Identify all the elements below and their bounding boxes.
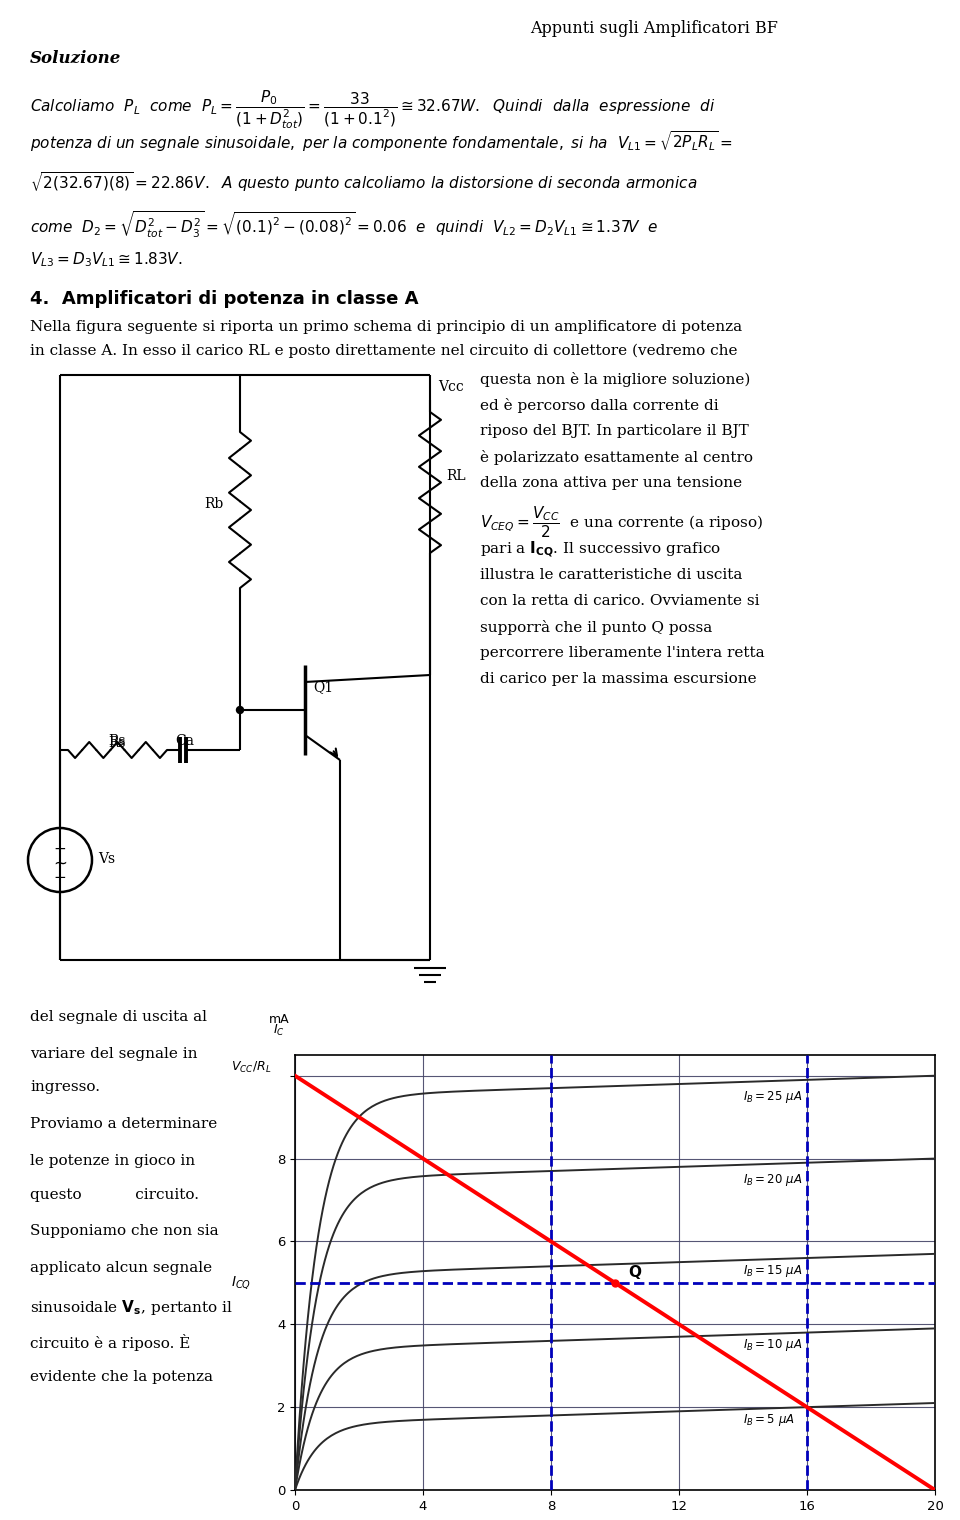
Text: questo           circuito.: questo circuito. (30, 1189, 199, 1202)
Text: variare del segnale in: variare del segnale in (30, 1047, 198, 1061)
Circle shape (236, 707, 244, 713)
Text: della zona attiva per una tensione: della zona attiva per una tensione (480, 476, 742, 489)
Text: le potenze in gioco in: le potenze in gioco in (30, 1154, 195, 1167)
Text: $V_{CEQ} = \dfrac{V_{CC}}{2}\ $ e una corrente (a riposo): $V_{CEQ} = \dfrac{V_{CC}}{2}\ $ e una co… (480, 505, 763, 541)
Text: è polarizzato esattamente al centro: è polarizzato esattamente al centro (480, 450, 753, 465)
Text: riposo del BJT. In particolare il BJT: riposo del BJT. In particolare il BJT (480, 424, 749, 438)
Text: Appunti sugli Amplificatori BF: Appunti sugli Amplificatori BF (530, 20, 778, 36)
Text: $I_B = 25\ \mu A$: $I_B = 25\ \mu A$ (743, 1088, 803, 1105)
Text: $I_B = 10\ \mu A$: $I_B = 10\ \mu A$ (743, 1338, 803, 1353)
Text: $\it{Calcoliamo\ \ P_L\ \ come}\ \ P_L = \dfrac{P_0}{(1+D_{tot}^2)} = \dfrac{33}: $\it{Calcoliamo\ \ P_L\ \ come}\ \ P_L =… (30, 88, 715, 131)
Text: percorrere liberamente l'intera retta: percorrere liberamente l'intera retta (480, 646, 764, 660)
Text: 4.  Amplificatori di potenza in classe A: 4. Amplificatori di potenza in classe A (30, 290, 419, 309)
Text: Rs: Rs (108, 736, 127, 749)
Text: ed è percorso dalla corrente di: ed è percorso dalla corrente di (480, 398, 719, 413)
Text: Proviamo a determinare: Proviamo a determinare (30, 1117, 217, 1131)
Text: $I_B = 5\ \mu A$: $I_B = 5\ \mu A$ (743, 1412, 795, 1427)
Text: ingresso.: ingresso. (30, 1081, 100, 1094)
Text: supporrà che il punto Q possa: supporrà che il punto Q possa (480, 620, 712, 635)
Text: Rb: Rb (204, 497, 224, 511)
Text: Vcc: Vcc (438, 380, 464, 394)
Text: del segnale di uscita al: del segnale di uscita al (30, 1009, 207, 1024)
Text: Nella figura seguente si riporta un primo schema di principio di un amplificator: Nella figura seguente si riporta un prim… (30, 321, 742, 334)
Text: con la retta di carico. Ovviamente si: con la retta di carico. Ovviamente si (480, 594, 759, 608)
Text: $\sqrt{2(32.67)(8)} = 22.86V.\ \ \it{A\ questo\ punto\ calcoliamo\ la\ distorsio: $\sqrt{2(32.67)(8)} = 22.86V.\ \ \it{A\ … (30, 170, 698, 195)
Text: Ca: Ca (176, 734, 195, 748)
Text: pari a $\mathbf{I_{CQ}}$. Il successivo grafico: pari a $\mathbf{I_{CQ}}$. Il successivo … (480, 540, 721, 561)
Text: Q1: Q1 (313, 679, 333, 695)
Text: $\it{potenza\ di\ un\ segnale\ sinusoidale,\ per\ la\ componente\ fondamentale,\: $\it{potenza\ di\ un\ segnale\ sinusoida… (30, 131, 732, 154)
Text: −: − (54, 871, 66, 886)
Text: $V_{L3} = D_3V_{L1} \cong 1.83V.$: $V_{L3} = D_3V_{L1} \cong 1.83V.$ (30, 249, 182, 269)
Text: Soluzione: Soluzione (30, 50, 121, 67)
Text: Supponiamo che non sia: Supponiamo che non sia (30, 1224, 219, 1237)
Text: $\it{come}\ \ D_2 = \sqrt{D_{tot}^2 - D_3^2} = \sqrt{(0.1)^2 - (0.08)^2} = 0.06\: $\it{come}\ \ D_2 = \sqrt{D_{tot}^2 - D_… (30, 210, 659, 240)
Text: RL: RL (446, 470, 466, 483)
Text: mA: mA (269, 1012, 289, 1026)
Text: Q: Q (628, 1265, 641, 1280)
Text: in classe A. In esso il carico RL e posto direttamente nel circuito di collettor: in classe A. In esso il carico RL e post… (30, 344, 737, 359)
Text: $V_{CC}/R_L$: $V_{CC}/R_L$ (231, 1059, 272, 1075)
Text: evidente che la potenza: evidente che la potenza (30, 1370, 213, 1385)
Text: circuito è a riposo. È: circuito è a riposo. È (30, 1335, 190, 1351)
Text: ~: ~ (53, 854, 67, 872)
Text: Vs: Vs (98, 853, 115, 866)
Text: $I_B = 20\ \mu A$: $I_B = 20\ \mu A$ (743, 1172, 803, 1187)
Text: applicato alcun segnale: applicato alcun segnale (30, 1262, 212, 1275)
Text: Rs: Rs (108, 734, 127, 748)
Text: questa non è la migliore soluzione): questa non è la migliore soluzione) (480, 372, 751, 388)
Text: $I_B = 15\ \mu A$: $I_B = 15\ \mu A$ (743, 1263, 803, 1278)
Text: +: + (54, 842, 66, 857)
Text: illustra le caratteristiche di uscita: illustra le caratteristiche di uscita (480, 568, 742, 582)
Text: di carico per la massima escursione: di carico per la massima escursione (480, 672, 756, 686)
Text: sinusoidale $\mathbf{V_s}$, pertanto il: sinusoidale $\mathbf{V_s}$, pertanto il (30, 1298, 233, 1316)
Text: $I_C$: $I_C$ (273, 1023, 285, 1038)
Text: $I_{CQ}$: $I_{CQ}$ (231, 1274, 252, 1292)
